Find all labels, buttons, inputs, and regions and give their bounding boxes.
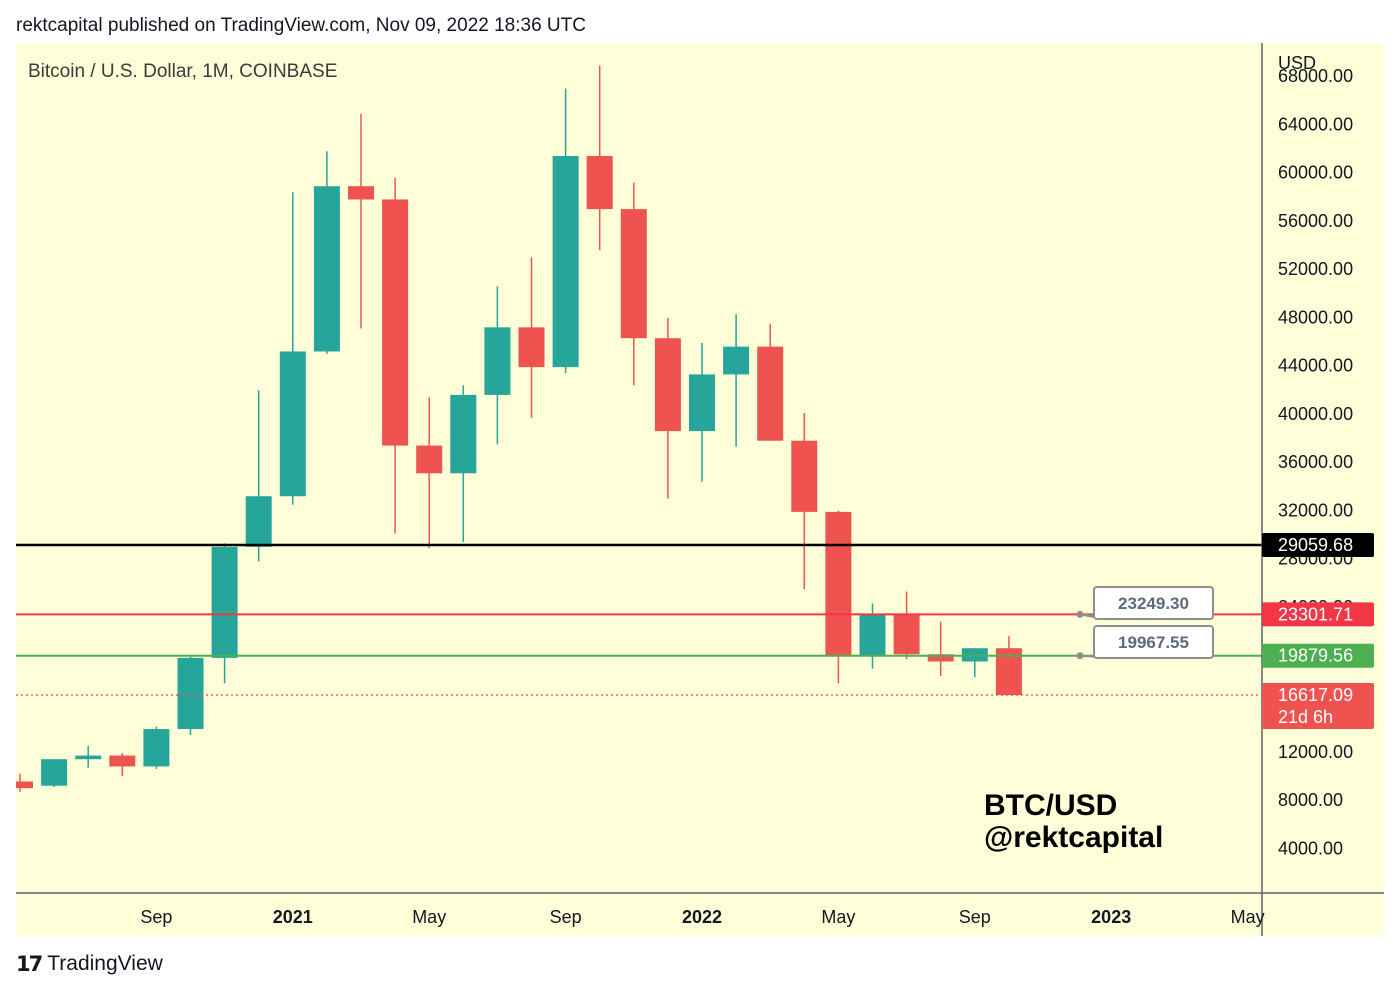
- y-tick-label: 32000.00: [1278, 500, 1353, 520]
- x-tick-label: 2021: [273, 907, 313, 927]
- tradingview-logo-icon: 17: [16, 952, 43, 976]
- candle-body: [7, 781, 33, 789]
- callout-label: 19967.55: [1118, 633, 1189, 652]
- levels-group: 23249.30 19967.55: [16, 543, 1262, 696]
- price-tag-green: 19879.56: [1278, 646, 1353, 666]
- callout-anchor-dot: [1076, 652, 1084, 660]
- y-tick-label: 12000.00: [1278, 742, 1353, 762]
- candle-body: [109, 755, 136, 767]
- price-tag-current: 16617.09: [1278, 685, 1353, 705]
- candle-body: [279, 351, 306, 497]
- candle-body: [654, 338, 681, 432]
- y-tick-label: 60000.00: [1278, 163, 1353, 183]
- candle-body: [450, 394, 477, 474]
- callout-anchor-dot: [1076, 610, 1084, 618]
- candle-body: [143, 729, 170, 767]
- candle-body: [757, 346, 784, 441]
- price-tag-green-bg: [1262, 643, 1374, 668]
- callout-label: 23249.30: [1118, 594, 1189, 613]
- price-tag-red: 23301.71: [1278, 604, 1353, 624]
- axes-group: 68000.00 64000.00 60000.00 56000.00 52000.00…: [16, 43, 1384, 936]
- candle-body: [859, 614, 886, 656]
- x-tick-label: Sep: [959, 907, 991, 927]
- x-tick-label: May: [821, 907, 855, 927]
- candle-body: [689, 374, 715, 432]
- x-tick-label: Sep: [140, 907, 172, 927]
- candle-body: [41, 759, 68, 786]
- y-tick-label: 52000.00: [1278, 259, 1353, 279]
- y-tick-label: 44000.00: [1278, 356, 1353, 376]
- candle-body: [723, 346, 750, 375]
- publisher-caption: rektcapital published on TradingView.com…: [16, 15, 586, 36]
- y-tick-label: 36000.00: [1278, 452, 1353, 472]
- candle-body: [893, 614, 920, 655]
- candle-body: [518, 327, 545, 368]
- candle-body: [484, 327, 511, 395]
- y-tick-label: 48000.00: [1278, 307, 1353, 327]
- candle-body: [211, 546, 238, 658]
- candle-body: [552, 156, 579, 368]
- footer-brand: 17 TradingView: [16, 952, 163, 976]
- candle-body: [313, 186, 340, 352]
- x-tick-label: Sep: [550, 907, 582, 927]
- price-tag-black: 29059.68: [1278, 535, 1353, 555]
- watermark-line1: BTC/USD: [984, 789, 1117, 822]
- y-tick-label: 40000.00: [1278, 404, 1353, 424]
- tradingview-name: TradingView: [47, 952, 163, 975]
- candle-body: [825, 511, 852, 656]
- x-tick-label: 2022: [682, 907, 722, 927]
- candlestick-chart[interactable]: 23249.30 19967.55 68000.00 64000.00 60000.0…: [7, 43, 1384, 936]
- chart-background: [16, 43, 1384, 936]
- candle-body: [382, 199, 409, 446]
- y-tick-label: 4000.00: [1278, 838, 1343, 858]
- price-tag-current-bg: [1262, 683, 1374, 730]
- candle-body: [177, 657, 204, 730]
- y-tick-label: 68000.00: [1278, 66, 1353, 86]
- y-tick-label: 8000.00: [1278, 790, 1343, 810]
- callout-box: [1093, 625, 1214, 659]
- candle-body: [416, 445, 443, 474]
- symbol-label: Bitcoin / U.S. Dollar, 1M, COINBASE: [28, 61, 337, 82]
- y-tick-label: 64000.00: [1278, 114, 1353, 134]
- x-tick-label: 2023: [1091, 907, 1131, 927]
- candle-body: [245, 496, 272, 547]
- currency-label: USD: [1278, 53, 1316, 73]
- candle-body: [927, 654, 954, 662]
- candles-group: [7, 65, 1022, 792]
- callout-box: [1093, 586, 1214, 620]
- candle-body: [348, 186, 374, 200]
- x-tick-label: May: [412, 907, 446, 927]
- candle-body: [586, 156, 613, 210]
- price-tag-current-countdown: 21d 6h: [1278, 707, 1333, 727]
- chart-container[interactable]: 23249.30 19967.55 68000.00 64000.00 60000.0…: [7, 43, 1384, 936]
- y-tick-label: 56000.00: [1278, 211, 1353, 231]
- x-tick-label: May: [1231, 907, 1265, 927]
- price-tag-black-bg: [1262, 532, 1374, 557]
- candle-body: [75, 755, 102, 760]
- watermark-line2: @rektcapital: [984, 821, 1163, 854]
- candle-body: [791, 440, 818, 512]
- candle-body: [620, 209, 647, 339]
- price-tag-red-bg: [1262, 602, 1374, 627]
